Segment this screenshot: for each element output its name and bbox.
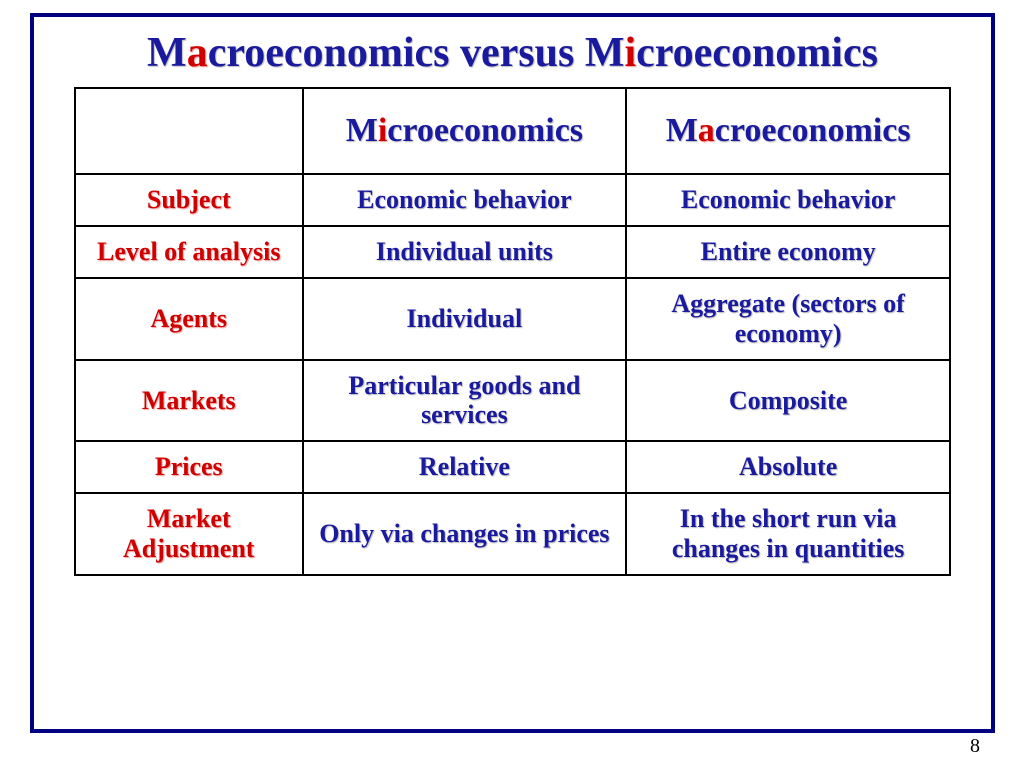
cell-macro: Composite [626, 360, 950, 442]
table-row: Prices Relative Absolute [75, 441, 950, 493]
table-row: Level of analysis Individual units Entir… [75, 226, 950, 278]
page-number: 8 [970, 735, 980, 758]
header-part: croeconomics [387, 112, 583, 149]
row-label: Agents [75, 278, 303, 360]
header-part: a [698, 112, 715, 149]
row-label: Market Adjustment [75, 493, 303, 575]
title-part: a [187, 30, 208, 76]
cell-micro: Particular goods and services [303, 360, 627, 442]
table-header-row: Microeconomics Macroeconomics [75, 88, 950, 174]
header-part: i [378, 112, 387, 149]
header-part: croeconomics [715, 112, 911, 149]
slide-title: Macroeconomics versus Microeconomics [74, 29, 951, 77]
table-row: Markets Particular goods and services Co… [75, 360, 950, 442]
row-label: Markets [75, 360, 303, 442]
cell-macro: Aggregate (sectors of economy) [626, 278, 950, 360]
cell-macro: Economic behavior [626, 174, 950, 226]
table-header-blank [75, 88, 303, 174]
table-header-macro: Macroeconomics [626, 88, 950, 174]
title-part: M [147, 30, 187, 76]
header-part: M [666, 112, 698, 149]
table-row: Market Adjustment Only via changes in pr… [75, 493, 950, 575]
header-part: M [346, 112, 378, 149]
title-part: croeconomics [636, 30, 878, 76]
comparison-table: Microeconomics Macroeconomics Subject Ec… [74, 87, 951, 576]
cell-macro: Absolute [626, 441, 950, 493]
row-label: Level of analysis [75, 226, 303, 278]
cell-micro: Relative [303, 441, 627, 493]
table-row: Agents Individual Aggregate (sectors of … [75, 278, 950, 360]
cell-macro: Entire economy [626, 226, 950, 278]
cell-micro: Economic behavior [303, 174, 627, 226]
slide-frame: Macroeconomics versus Microeconomics Mic… [30, 13, 995, 733]
cell-micro: Individual units [303, 226, 627, 278]
cell-macro: In the short run via changes in quantiti… [626, 493, 950, 575]
title-part: croeconomics versus M [208, 30, 625, 76]
row-label: Prices [75, 441, 303, 493]
cell-micro: Only via changes in prices [303, 493, 627, 575]
cell-micro: Individual [303, 278, 627, 360]
table-header-micro: Microeconomics [303, 88, 627, 174]
row-label: Subject [75, 174, 303, 226]
table-row: Subject Economic behavior Economic behav… [75, 174, 950, 226]
title-part: i [624, 30, 636, 76]
